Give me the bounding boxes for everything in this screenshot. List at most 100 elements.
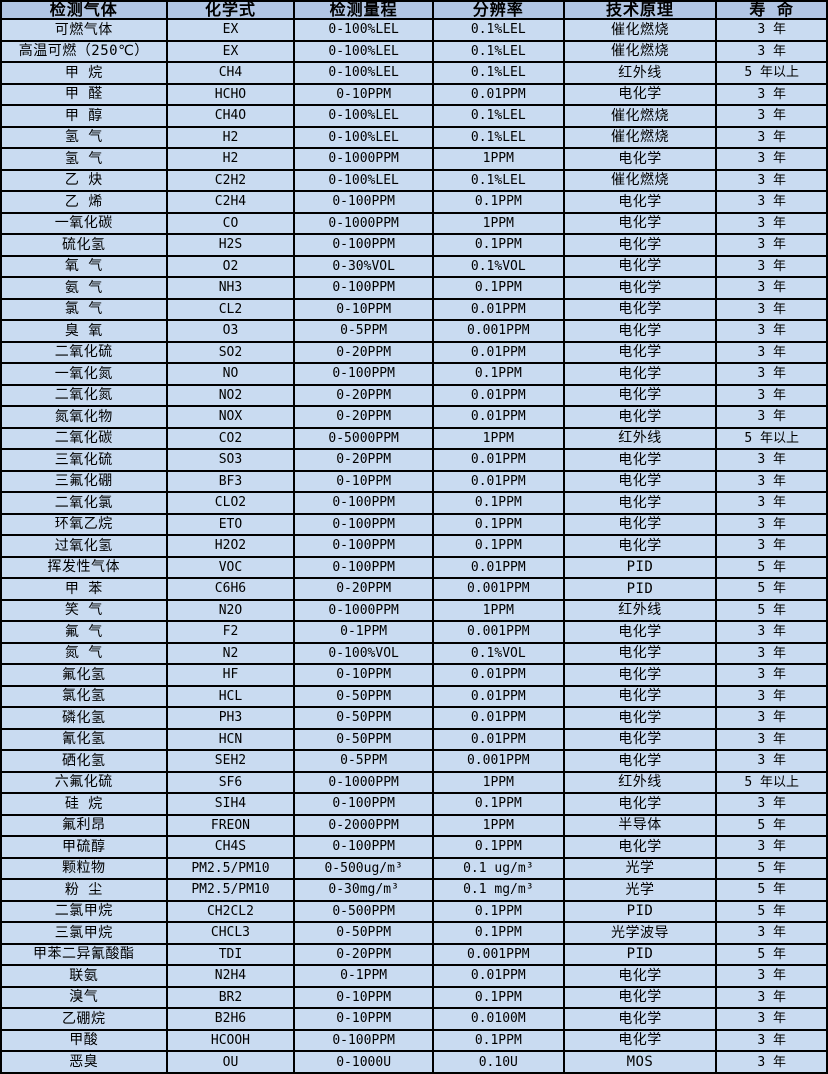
table-cell: 0.001PPM	[431, 942, 565, 966]
table-cell: O2	[165, 254, 296, 278]
table-cell: 0-30mg/m³	[293, 878, 434, 902]
table-cell: 催化燃烧	[562, 168, 718, 192]
table-cell: 电化学	[562, 469, 718, 493]
table-cell: BF3	[165, 469, 296, 493]
table-cell: 0.1 mg/m³	[431, 878, 565, 902]
table-cell: CO	[165, 211, 296, 235]
table-cell: 0.001PPM	[431, 577, 565, 601]
table-cell: 0-20PPM	[293, 577, 434, 601]
table-cell: 电化学	[562, 190, 718, 214]
column-header-3: 检测量程	[293, 0, 434, 20]
table-cell: 3 年	[715, 985, 828, 1009]
table-cell: 0-50PPM	[293, 706, 434, 730]
table-row: 甲 醇 CH4O 0-100%LEL 0.1%LEL 催化燃烧 3 年	[0, 104, 828, 128]
table-cell: 0-100PPM	[293, 555, 434, 579]
table-cell: 1PPM	[431, 147, 565, 171]
table-row: 一氧化碳 CO 0-1000PPM 1PPM 电化学 3 年	[0, 211, 828, 235]
table-row: 硒化氢 SEH2 0-5PPM 0.001PPM 电化学 3 年	[0, 749, 828, 773]
table-cell: 3 年	[715, 792, 828, 816]
table-cell: 二氧化氯	[0, 491, 168, 515]
table-cell: 电化学	[562, 82, 718, 106]
table-cell: 0.01PPM	[431, 405, 565, 429]
table-cell: NO	[165, 362, 296, 386]
table-cell: MOS	[562, 1050, 718, 1074]
table-cell: 电化学	[562, 727, 718, 751]
table-cell: 氰化氢	[0, 727, 168, 751]
table-cell: H2S	[165, 233, 296, 257]
table-cell: 二氧化碳	[0, 426, 168, 450]
table-cell: 挥发性气体	[0, 555, 168, 579]
table-cell: SF6	[165, 770, 296, 794]
table-cell: 0.1%LEL	[431, 61, 565, 85]
table-cell: 甲苯二异氰酸酯	[0, 942, 168, 966]
table-cell: CH4S	[165, 835, 296, 859]
table-cell: 0-50PPM	[293, 921, 434, 945]
table-cell: 3 年	[715, 835, 828, 859]
table-row: 氮氧化物 NOX 0-20PPM 0.01PPM 电化学 3 年	[0, 405, 828, 429]
table-row: 氟利昂 FREON 0-2000PPM 1PPM 半导体 5 年	[0, 813, 828, 837]
table-cell: 乙 炔	[0, 168, 168, 192]
table-cell: 电化学	[562, 448, 718, 472]
table-cell: PM2.5/PM10	[165, 856, 296, 880]
table-cell: 臭 氧	[0, 319, 168, 343]
table-cell: 氟 气	[0, 620, 168, 644]
table-cell: 氢 气	[0, 125, 168, 149]
table-row: 笑 气 N2O 0-1000PPM 1PPM 红外线 5 年	[0, 598, 828, 622]
table-cell: 恶臭	[0, 1050, 168, 1074]
table-cell: 3 年	[715, 362, 828, 386]
table-cell: 电化学	[562, 276, 718, 300]
table-cell: 0-5PPM	[293, 749, 434, 773]
table-row: 氟化氢 HF 0-10PPM 0.01PPM 电化学 3 年	[0, 663, 828, 687]
table-row: 环氧乙烷 ETO 0-100PPM 0.1PPM 电化学 3 年	[0, 512, 828, 536]
table-row: 氮 气 N2 0-100%VOL 0.1%VOL 电化学 3 年	[0, 641, 828, 665]
table-cell: 0.01PPM	[431, 448, 565, 472]
table-cell: 电化学	[562, 1007, 718, 1031]
table-cell: 电化学	[562, 297, 718, 321]
table-cell: 0.1%LEL	[431, 18, 565, 42]
table-cell: NH3	[165, 276, 296, 300]
table-cell: 0.01PPM	[431, 727, 565, 751]
table-cell: 环氧乙烷	[0, 512, 168, 536]
table-row: 氨 气 NH3 0-100PPM 0.1PPM 电化学 3 年	[0, 276, 828, 300]
table-cell: 3 年	[715, 233, 828, 257]
table-cell: CLO2	[165, 491, 296, 515]
table-row: 三氧化硫 SO3 0-20PPM 0.01PPM 电化学 3 年	[0, 448, 828, 472]
table-row: 硫化氢 H2S 0-100PPM 0.1PPM 电化学 3 年	[0, 233, 828, 257]
table-cell: 0-1000PPM	[293, 147, 434, 171]
table-cell: 一氧化氮	[0, 362, 168, 386]
table-cell: 3 年	[715, 706, 828, 730]
table-cell: CH4	[165, 61, 296, 85]
table-cell: 氯化氢	[0, 684, 168, 708]
header-row: 检测气体 化学式 检测量程 分辨率 技术原理寿 命	[0, 0, 828, 20]
table-cell: 氨 气	[0, 276, 168, 300]
table-cell: 高温可燃（250℃）	[0, 39, 168, 63]
table-cell: H2O2	[165, 534, 296, 558]
table-cell: 0.1PPM	[431, 921, 565, 945]
table-cell: 0.01PPM	[431, 964, 565, 988]
table-row: 氯 气 CL2 0-10PPM 0.01PPM 电化学 3 年	[0, 297, 828, 321]
table-cell: H2	[165, 147, 296, 171]
table-cell: 电化学	[562, 491, 718, 515]
table-row: 氯化氢 HCL 0-50PPM 0.01PPM 电化学 3 年	[0, 684, 828, 708]
table-cell: VOC	[165, 555, 296, 579]
table-cell: 电化学	[562, 383, 718, 407]
table-cell: F2	[165, 620, 296, 644]
table-cell: 电化学	[562, 641, 718, 665]
table-cell: 0.1PPM	[431, 534, 565, 558]
table-row: 恶臭 OU 0-1000U 0.10U MOS 3 年	[0, 1050, 828, 1074]
table-cell: 0.1%LEL	[431, 168, 565, 192]
table-cell: 0.01PPM	[431, 663, 565, 687]
table-cell: 3 年	[715, 319, 828, 343]
table-cell: 3 年	[715, 469, 828, 493]
table-row: 氰化氢 HCN 0-50PPM 0.01PPM 电化学 3 年	[0, 727, 828, 751]
table-cell: 3 年	[715, 340, 828, 364]
table-row: 溴气 BR2 0-10PPM 0.1PPM 电化学 3 年	[0, 985, 828, 1009]
table-cell: HCHO	[165, 82, 296, 106]
table-cell: TDI	[165, 942, 296, 966]
table-cell: 1PPM	[431, 598, 565, 622]
table-cell: 5 年	[715, 856, 828, 880]
table-cell: 0-10PPM	[293, 663, 434, 687]
table-cell: 氧 气	[0, 254, 168, 278]
table-cell: 氢 气	[0, 147, 168, 171]
table-cell: 电化学	[562, 663, 718, 687]
